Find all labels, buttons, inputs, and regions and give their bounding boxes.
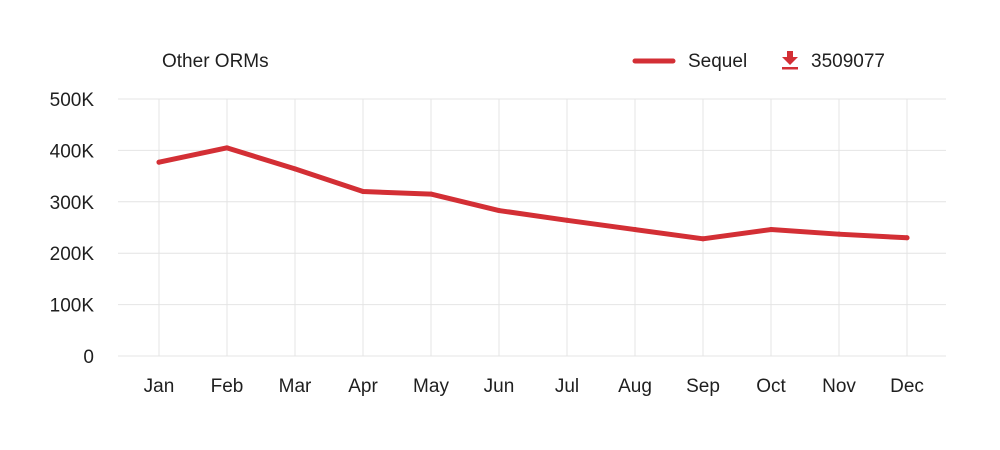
x-tick-label-apr: Apr (348, 376, 378, 397)
x-tick-label-may: May (413, 376, 449, 397)
data-point-aug (632, 227, 638, 233)
x-tick-label-jul: Jul (555, 376, 579, 397)
y-tick-label: 500K (50, 90, 95, 111)
x-tick-label-dec: Dec (890, 376, 924, 397)
data-point-may (428, 191, 434, 197)
y-tick-label: 200K (50, 244, 95, 265)
y-tick-label: 400K (50, 141, 95, 162)
y-tick-label: 100K (50, 296, 95, 317)
data-point-sep (700, 236, 706, 242)
chart-title: Other ORMs (162, 51, 269, 72)
data-point-feb (224, 145, 230, 151)
x-tick-label-nov: Nov (822, 376, 856, 397)
legend-label-sequel: Sequel (688, 51, 747, 72)
series-line-sequel (156, 145, 910, 242)
x-tick-label-aug: Aug (618, 376, 652, 397)
legend: Sequel 3509077 (632, 51, 885, 72)
data-point-nov (836, 231, 842, 237)
series-layer (156, 145, 910, 242)
data-point-dec (904, 235, 910, 241)
x-tick-label-mar: Mar (279, 376, 312, 397)
y-tick-label: 0 (83, 347, 94, 368)
download-arrow-icon (782, 51, 798, 70)
x-tick-label-oct: Oct (756, 376, 786, 397)
x-tick-label-jun: Jun (484, 376, 515, 397)
data-point-mar (292, 166, 298, 172)
x-tick-label-feb: Feb (211, 376, 244, 397)
download-count: 3509077 (811, 51, 885, 72)
data-point-jul (564, 217, 570, 223)
grid (118, 98, 946, 357)
data-point-jun (496, 208, 502, 214)
x-axis-ticks: Jan Feb Mar Apr May Jun Jul Aug Sep Oct Nov Dec (144, 376, 924, 397)
x-tick-label-sep: Sep (686, 376, 720, 397)
data-point-apr (360, 189, 366, 195)
x-tick-label-jan: Jan (144, 376, 175, 397)
y-axis-ticks: 0 100K 200K 300K 400K 500K (50, 90, 95, 368)
data-point-jan (156, 159, 162, 165)
data-point-oct (768, 227, 774, 233)
y-tick-label: 300K (50, 193, 95, 214)
